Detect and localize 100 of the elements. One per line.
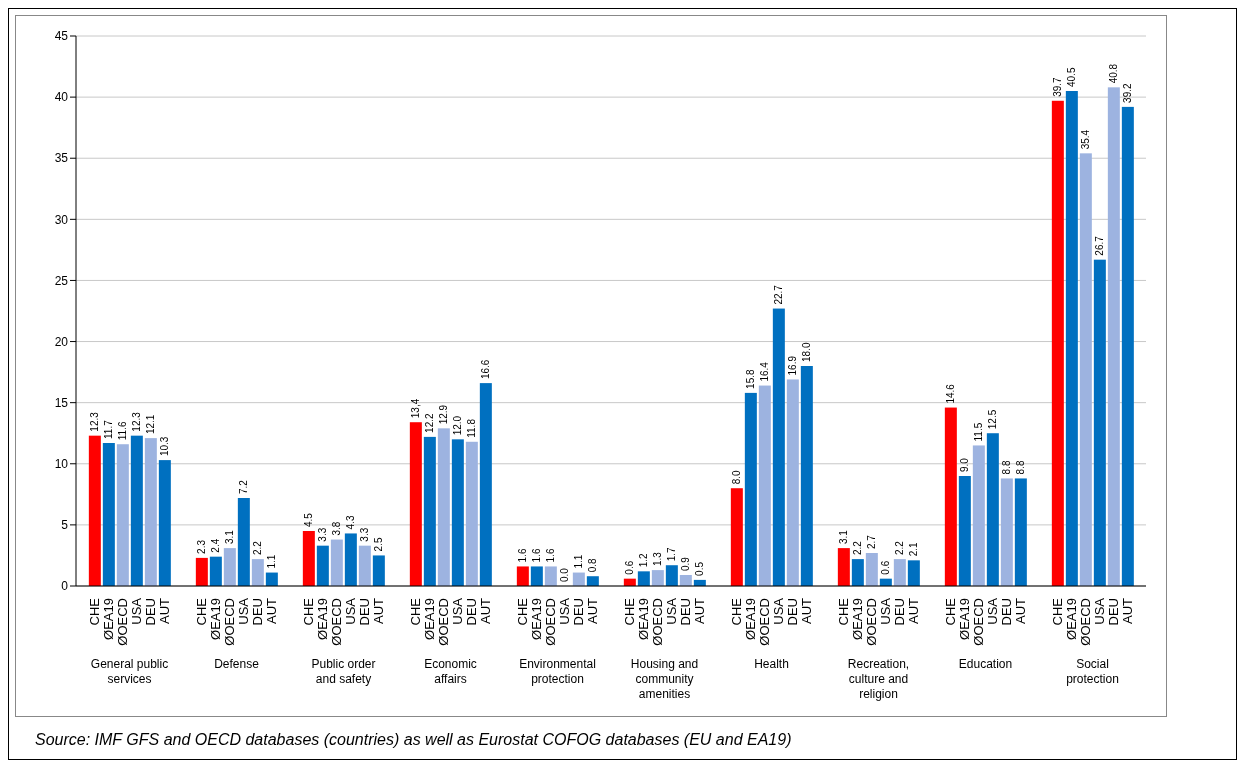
text: CHE [943,598,959,626]
data-label: 11.5 [973,422,985,442]
y-tick-label: 30 [54,212,69,227]
text: USA [342,598,358,625]
data-label: 1.2 [638,552,650,568]
data-label: 39.7 [1052,76,1064,97]
text: AUT [1012,598,1028,624]
text: USA [1091,598,1107,625]
data-label: 10.3 [159,436,171,457]
bar [223,548,236,586]
text: AUT [584,598,600,624]
bar [209,556,222,586]
data-label: 8.8 [1015,460,1027,475]
data-label: 2.7 [866,534,878,549]
text: USA [128,597,144,625]
bar [851,559,864,586]
data-label: 11.6 [117,421,129,441]
bar [837,548,850,586]
x-tick-label: Health [754,657,789,671]
text: DEU [784,598,800,626]
text: DEU [570,598,586,626]
text: ØOECD [436,598,452,646]
text: CHE [87,598,103,626]
text: CHE [301,598,317,626]
bar [88,435,101,586]
data-label: 1.6 [545,548,557,563]
data-label: 1.6 [531,548,543,563]
data-label: 3.8 [331,521,343,536]
bar [1000,478,1013,586]
bar [1107,87,1120,586]
bar [1121,106,1134,586]
text: AUT [477,598,493,624]
data-label: 14.6 [945,383,957,404]
data-label: 9.0 [959,457,971,472]
data-label: 12.2 [424,412,436,433]
text: DEU [891,598,907,626]
text: CHE [622,598,638,626]
text: USA [770,598,786,625]
data-label: 16.4 [759,361,771,382]
text: CHE [836,598,852,626]
bar [158,460,171,586]
bar [237,498,250,586]
bar [437,428,450,586]
text: USA [449,598,465,625]
bar [316,545,329,586]
x-tick-label: Environmental protection [519,657,596,686]
bar [1065,91,1078,586]
text: CHE [1050,598,1066,626]
y-tick-label: 35 [54,151,69,166]
bar [865,553,878,586]
data-label: 0.5 [694,561,706,576]
data-label: 2.2 [852,540,864,556]
text: ØOECD [543,598,559,646]
text: ØEA19 [422,598,438,640]
text: ØEA19 [208,598,224,640]
bar [637,571,650,586]
data-label: 2.2 [894,540,906,556]
x-tick-label: Education [958,657,1013,671]
text: ØOECD [971,598,987,646]
data-label: 22.7 [773,284,785,305]
text: ØEA19 [101,598,117,640]
y-tick-label: 5 [61,518,69,533]
data-label: 2.5 [373,537,385,552]
data-label: 3.3 [359,527,371,542]
text: ØOECD [757,598,773,646]
bar [679,575,692,586]
bar [1093,259,1106,586]
bar [1051,100,1064,586]
data-label: 4.3 [345,515,357,530]
bar [972,445,985,586]
text: ØEA19 [315,598,331,640]
text: ØOECD [222,598,238,646]
y-tick-label: 10 [54,457,69,472]
data-label: 12.9 [438,404,450,425]
text: CHE [515,597,531,626]
text: AUT [691,598,707,624]
text: USA [663,598,679,625]
bar [986,433,999,586]
text: ØOECD [115,598,131,646]
bar [944,407,957,586]
x-tick-label: Social protection [1066,657,1119,686]
data-label: 1.7 [666,546,678,562]
x-tick-label: General public services [90,657,169,686]
data-label: 1.6 [517,548,529,563]
bar [893,559,906,586]
data-label: 35.4 [1080,129,1092,150]
bar [544,566,557,586]
data-label: 0.9 [680,556,692,571]
data-label: 1.1 [573,554,585,569]
data-label: 3.1 [224,529,236,545]
bar [451,439,464,586]
data-label: 12.3 [131,411,143,432]
text: AUT [263,598,279,624]
bar [1014,478,1027,586]
data-label: 2.1 [908,541,920,557]
data-label: 40.8 [1108,63,1120,84]
bar [195,557,208,586]
data-label: 16.9 [787,355,799,376]
bar [516,566,529,586]
bar [144,438,157,586]
